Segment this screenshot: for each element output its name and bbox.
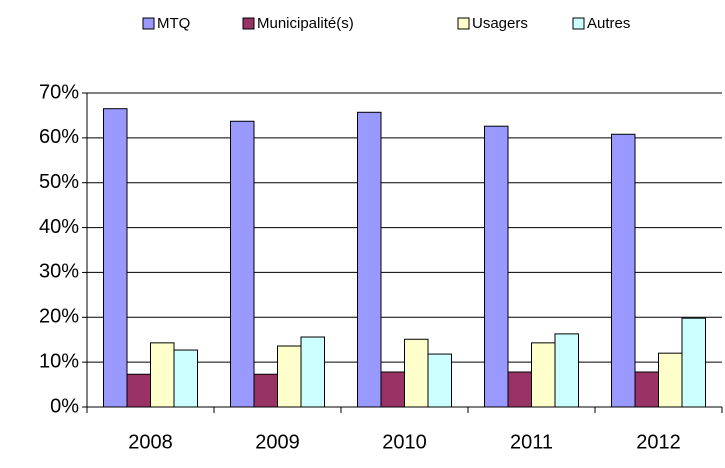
x-tick-label: 2012	[636, 431, 681, 453]
y-tick-label: 0%	[50, 395, 79, 417]
bar	[150, 342, 175, 408]
bar	[173, 349, 198, 408]
x-tick-label: 2008	[128, 431, 173, 453]
bar	[634, 371, 659, 408]
bar	[658, 352, 683, 408]
legend-label: Municipalité(s)	[257, 15, 354, 32]
x-tick-label: 2009	[255, 431, 300, 453]
y-tick-label: 60%	[39, 126, 79, 148]
bar	[484, 125, 509, 408]
bar	[611, 133, 636, 408]
bar	[230, 120, 255, 408]
legend-swatch	[142, 17, 155, 30]
bar	[427, 353, 452, 408]
y-tick-label: 50%	[39, 171, 79, 193]
x-tick-label: 2011	[510, 431, 553, 453]
y-tick-label: 70%	[39, 81, 79, 103]
legend-swatch	[457, 17, 470, 30]
bar	[103, 108, 128, 408]
bar	[531, 342, 556, 408]
x-tick-label: 2010	[382, 431, 427, 453]
y-tick-label: 40%	[39, 216, 79, 238]
y-tick-label: 20%	[39, 306, 79, 328]
bar	[300, 336, 325, 408]
y-tick-label: 30%	[39, 261, 79, 283]
bar	[681, 317, 706, 408]
bar	[554, 333, 579, 408]
bar	[357, 111, 382, 408]
bar	[507, 371, 532, 408]
legend-label: MTQ	[157, 15, 190, 32]
bar	[380, 371, 405, 408]
bar	[253, 373, 278, 408]
legend-label: Autres	[587, 15, 630, 32]
y-tick-label: 10%	[39, 350, 79, 372]
legend-swatch	[572, 17, 585, 30]
bar	[404, 338, 429, 408]
bar	[126, 373, 151, 408]
legend-swatch	[242, 17, 255, 30]
legend-label: Usagers	[472, 15, 528, 32]
bar	[277, 345, 302, 408]
